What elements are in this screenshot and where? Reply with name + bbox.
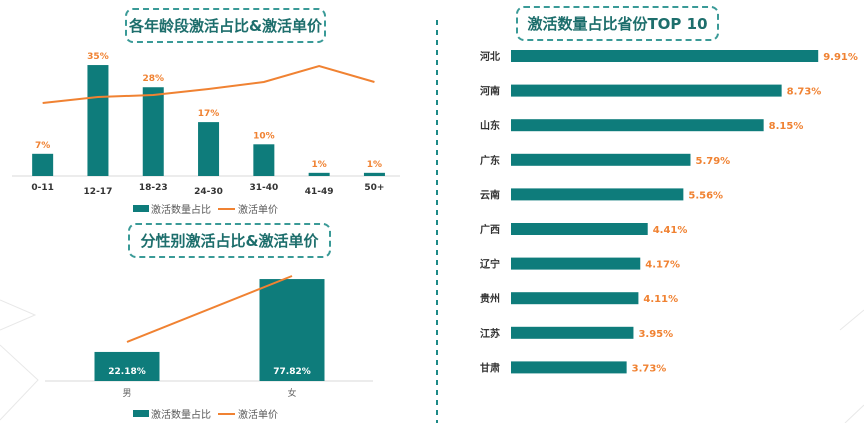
x-tick-label: 女 [287,387,296,399]
bar-广东 [511,153,691,166]
x-tick-label: 18-23 [139,183,168,193]
province-label: 广西 [480,223,500,236]
x-tick-label: 男 [122,388,131,399]
data-label: 35% [87,52,109,62]
x-tick-label: 41-49 [305,187,334,197]
data-label: 17% [198,109,220,119]
bar-18-23 [142,87,164,176]
legend-line-label: 激活单价 [238,203,278,216]
legend-line-label: 激活单价 [238,408,278,421]
data-label: 1% [367,160,382,170]
data-label: 9.91% [823,52,858,63]
data-label: 22.18% [108,367,146,377]
data-label: 4.41% [653,225,688,236]
province-chart-title: 激活数量占比省份TOP 10 [516,6,719,41]
bar-山东 [511,119,764,132]
data-label: 10% [253,131,275,141]
province-label: 河北 [480,50,500,63]
data-label: 1% [312,160,327,170]
bar-甘肃 [511,361,627,374]
decorative-diamonds [0,299,864,423]
bar-男 [94,351,160,381]
line-unit-price [42,64,375,104]
age-chart-title: 各年龄段激活占比&激活单价 [125,8,326,43]
bar-0-11 [32,153,54,176]
bar-24-30 [198,122,220,176]
data-label: 5.79% [695,156,730,167]
data-label: 8.15% [769,121,804,132]
bar-辽宁 [511,257,641,270]
province-label: 甘肃 [480,361,500,374]
bar-12-17 [87,65,109,176]
bar-河南 [511,84,782,97]
bar-31-40 [253,144,275,176]
province-label: 江苏 [480,327,500,340]
x-tick-label: 50+ [364,183,384,193]
x-tick-label: 12-17 [84,187,113,197]
data-label: 7% [35,141,50,151]
data-label: 4.11% [643,294,678,305]
bar-广西 [511,223,648,235]
province-label: 云南 [480,188,500,201]
x-tick-label: 0-11 [31,183,54,193]
x-tick-label: 24-30 [194,187,223,197]
bar-贵州 [511,292,639,305]
gender-chart-title: 分性别激活占比&激活单价 [128,223,331,258]
x-tick-label: 31-40 [249,183,278,193]
province-label: 山东 [480,119,500,132]
line-unit-price [126,275,293,343]
data-label: 8.73% [787,87,822,98]
bar-江苏 [511,326,634,339]
province-label: 广东 [480,154,500,167]
data-label: 3.73% [632,363,667,374]
data-label: 77.82% [273,367,311,377]
province-label: 辽宁 [480,258,500,271]
data-label: 3.95% [638,329,673,340]
province-label: 河南 [480,85,500,98]
province-label: 贵州 [480,292,500,305]
bar-河北 [511,50,819,62]
bar-41-49 [308,172,330,176]
bar-云南 [511,188,684,201]
legend-bar-label: 激活数量占比 [151,408,211,421]
data-label: 4.17% [645,260,680,271]
legend-bar-label: 激活数量占比 [151,203,211,216]
bar-女 [259,279,325,381]
data-label: 28% [142,74,164,84]
legend-bar-swatch [133,205,149,212]
data-label: 5.56% [688,190,723,201]
bar-50+ [363,172,385,176]
legend-bar-swatch [133,410,149,417]
